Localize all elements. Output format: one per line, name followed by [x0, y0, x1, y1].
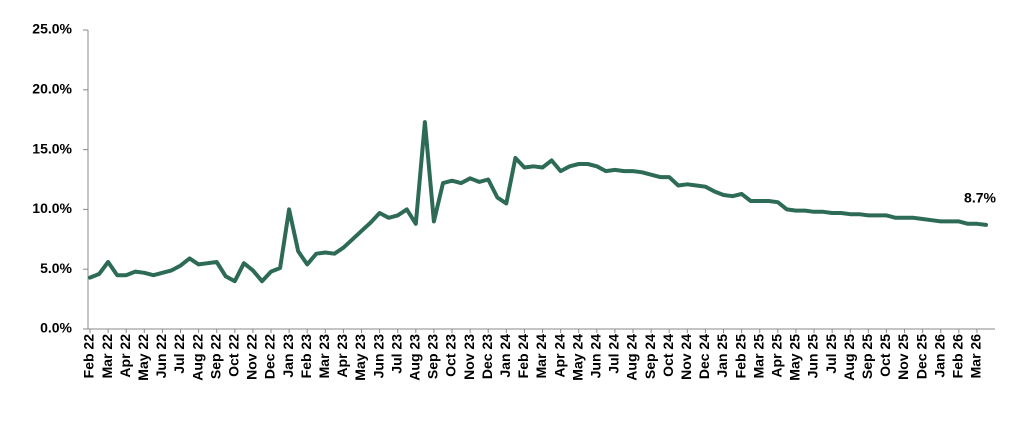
x-tick-label: Oct 22 [226, 334, 242, 377]
x-tick-label: Jul 25 [823, 334, 839, 374]
x-tick-label: Nov 22 [244, 334, 260, 380]
x-tick-label: Nov 23 [461, 334, 477, 380]
x-tick-label: Oct 23 [443, 334, 459, 377]
x-tick-label: Dec 22 [262, 334, 278, 379]
y-tick-label: 15.0% [32, 140, 72, 156]
x-tick-label: Feb 26 [950, 334, 966, 379]
x-tick-label: Mar 25 [750, 334, 766, 379]
x-tick-label: Oct 25 [877, 334, 893, 377]
x-tick-label: Feb 25 [732, 334, 748, 379]
x-tick-label: Sep 25 [859, 334, 875, 379]
x-tick-label: Mar 22 [99, 334, 115, 379]
x-tick-label: Mar 26 [968, 334, 984, 379]
x-tick-label: Feb 24 [515, 334, 531, 379]
x-tick-label: May 23 [352, 334, 368, 381]
x-tick-label: Jan 25 [714, 334, 730, 378]
y-tick-label: 0.0% [40, 320, 72, 336]
x-tick-label: Jun 22 [153, 334, 169, 379]
x-tick-label: Apr 22 [117, 334, 133, 378]
x-tick-label: Jul 23 [388, 334, 404, 374]
x-tick-label: Jan 26 [931, 334, 947, 378]
x-tick-label: Jul 24 [606, 334, 622, 374]
x-tick-label: Jun 24 [588, 334, 604, 379]
x-tick-label: Jul 22 [171, 334, 187, 374]
x-tick-label: Oct 24 [660, 334, 676, 377]
x-tick-label: Aug 25 [841, 334, 857, 381]
x-tick-label: Sep 24 [642, 334, 658, 379]
x-tick-label: Aug 24 [624, 334, 640, 381]
x-tick-label: May 25 [787, 334, 803, 381]
x-tick-label: Apr 24 [551, 334, 567, 378]
x-tick-label: Dec 24 [696, 334, 712, 379]
x-tick-label: Mar 24 [533, 334, 549, 379]
y-tick-label: 25.0% [32, 21, 72, 37]
x-tick-label: May 22 [135, 334, 151, 381]
line [88, 120, 988, 284]
y-tick-label: 5.0% [40, 260, 72, 276]
x-tick-label: Aug 23 [407, 334, 423, 381]
y-tick-label: 10.0% [32, 200, 72, 216]
value-label: 8.7% [964, 190, 996, 206]
x-tick-label: Jan 24 [497, 334, 513, 378]
x-tick-label: Apr 25 [769, 334, 785, 378]
x-tick-label: Apr 23 [334, 334, 350, 378]
x-tick-label: Nov 24 [678, 334, 694, 380]
y-tick-label: 20.0% [32, 81, 72, 97]
x-tick-label: Dec 23 [479, 334, 495, 379]
x-tick-label: Feb 23 [298, 334, 314, 379]
x-tick-label: Jan 23 [280, 334, 296, 378]
x-tick-label: Mar 23 [316, 334, 332, 379]
x-tick-label: May 24 [569, 334, 585, 381]
x-tick-label: Dec 25 [913, 334, 929, 379]
x-tick-label: Jun 25 [805, 334, 821, 379]
x-tick-label: Sep 23 [425, 334, 441, 379]
x-tick-label: Aug 22 [189, 334, 205, 381]
x-tick-label: Feb 22 [81, 334, 97, 379]
x-tick-label: Nov 25 [895, 334, 911, 380]
x-tick-label: Jun 23 [370, 334, 386, 379]
x-tick-label: Sep 22 [207, 334, 223, 379]
